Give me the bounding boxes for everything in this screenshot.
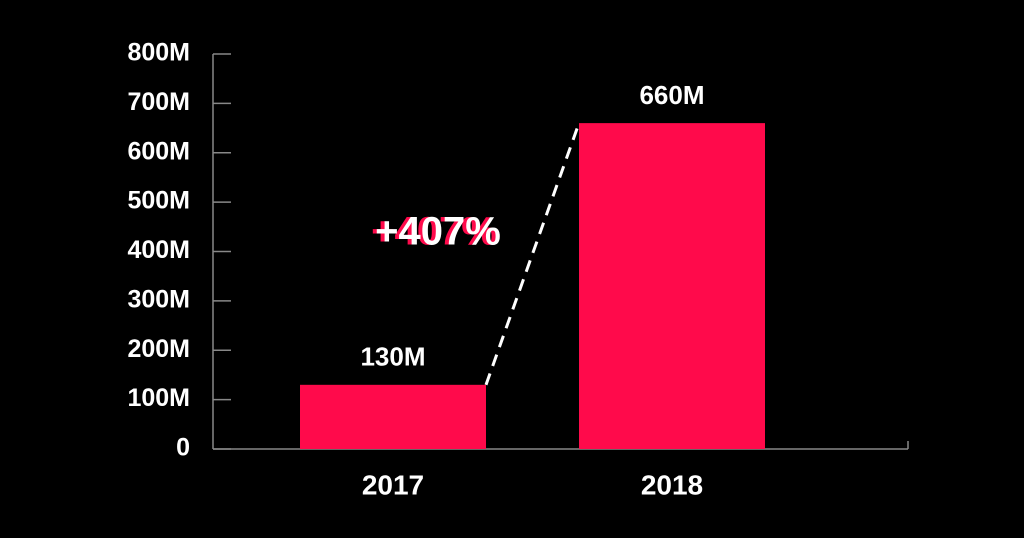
y-tick-label: 300M <box>127 285 190 313</box>
x-tick-label: 2018 <box>641 469 703 500</box>
bar <box>300 384 486 449</box>
value-label: 660M <box>639 80 704 110</box>
y-tick-label: 0 <box>176 434 190 462</box>
y-tick-label: 700M <box>127 88 190 116</box>
growth-connector <box>484 122 581 386</box>
y-tick-label: 200M <box>127 335 190 363</box>
x-tick-label: 2017 <box>362 469 424 500</box>
y-tick-label: 800M <box>127 39 190 67</box>
value-label: 130M <box>360 342 425 372</box>
y-tick-label: 100M <box>127 384 190 412</box>
y-tick-label: 500M <box>127 187 190 215</box>
annotation: +407% <box>375 210 501 254</box>
annotation-shadow: +407% <box>371 210 497 254</box>
bar <box>579 123 765 449</box>
y-tick-label: 400M <box>127 236 190 264</box>
y-tick-label: 600M <box>127 137 190 165</box>
